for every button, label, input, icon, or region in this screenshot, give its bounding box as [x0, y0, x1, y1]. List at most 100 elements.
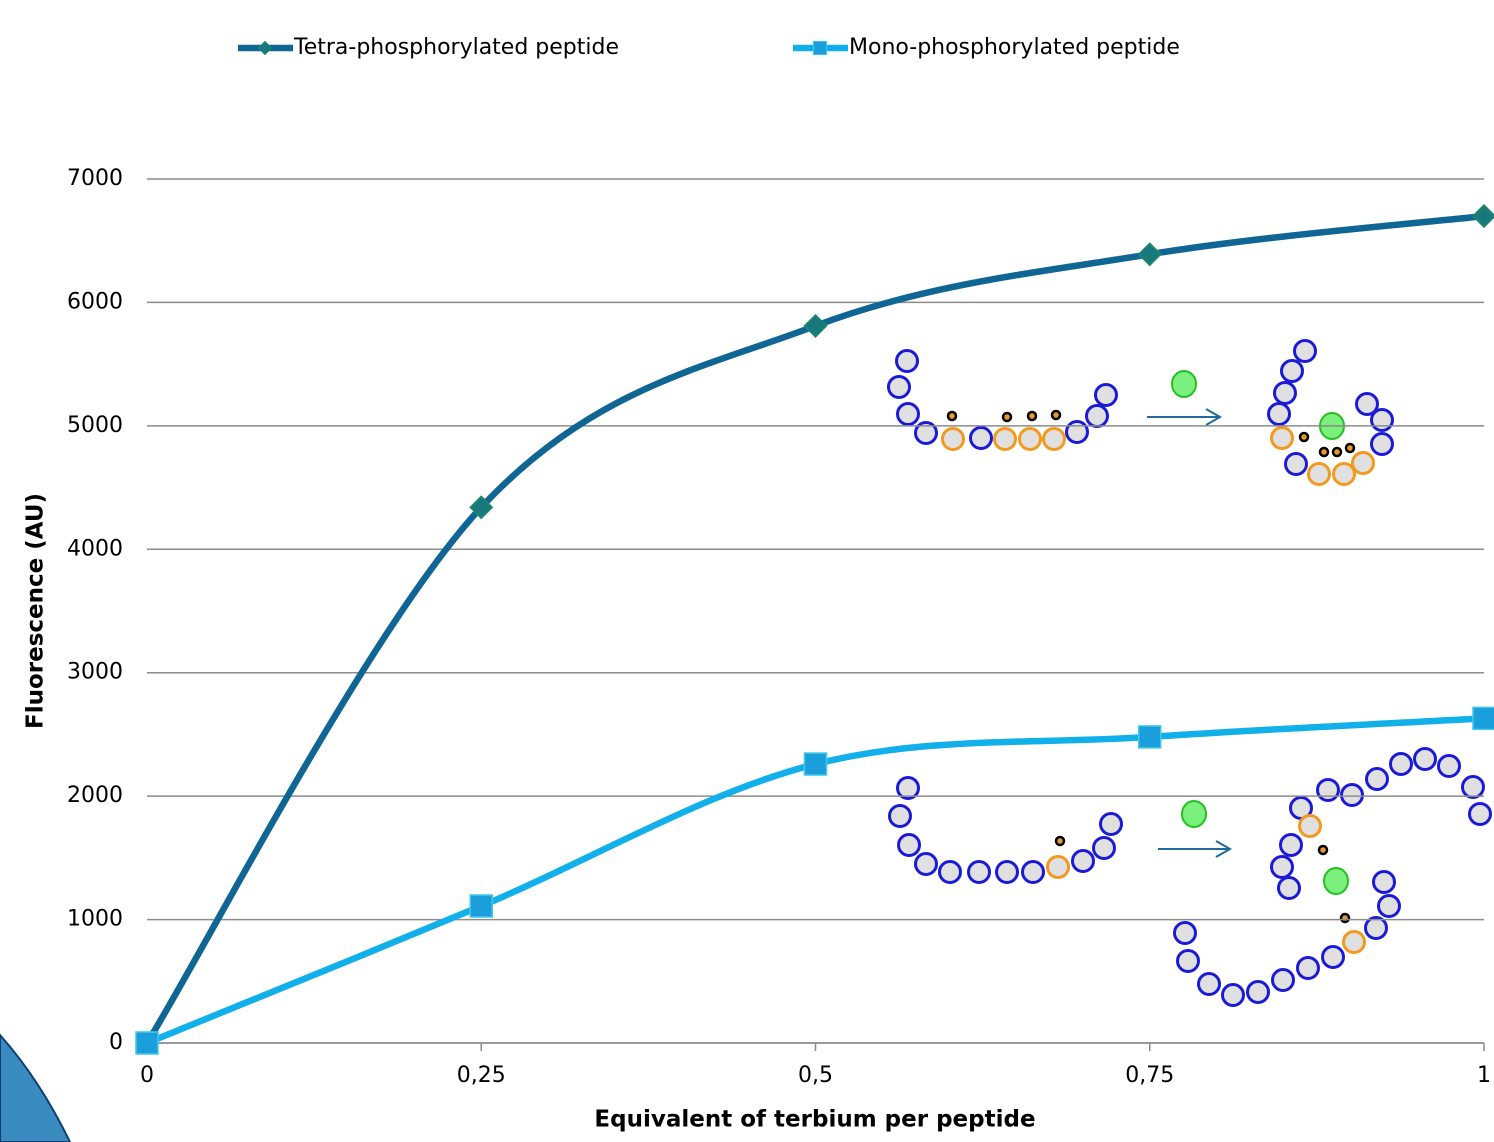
residue	[897, 833, 921, 857]
residue	[1176, 949, 1200, 973]
y-tick-label: 1000	[67, 907, 123, 932]
marker	[803, 313, 828, 338]
phosphate	[1054, 835, 1066, 847]
phosphate	[1026, 410, 1038, 422]
residue	[1342, 930, 1366, 954]
residue	[887, 375, 911, 399]
y-tick-label: 7000	[67, 166, 123, 191]
residue	[1364, 916, 1388, 940]
marker	[1472, 706, 1494, 731]
residue	[1372, 870, 1396, 894]
terbium	[1323, 867, 1349, 895]
residue	[1092, 836, 1116, 860]
residue	[1197, 972, 1221, 996]
residue	[1173, 921, 1197, 945]
residue	[1340, 783, 1364, 807]
residue	[1221, 983, 1245, 1007]
residue	[895, 349, 919, 373]
residue	[1279, 833, 1303, 857]
residue	[1277, 876, 1301, 900]
residue	[1280, 359, 1304, 383]
phosphate	[946, 410, 958, 422]
residue	[1021, 860, 1045, 884]
residue	[1468, 802, 1492, 826]
residue	[1332, 462, 1356, 486]
residue	[967, 860, 991, 884]
marker	[1471, 203, 1494, 229]
x-tick-label: 1	[1477, 1063, 1491, 1088]
y-axis-title: Fluorescence (AU)	[23, 493, 49, 729]
residue	[969, 426, 993, 450]
phosphate	[1339, 912, 1351, 924]
residue	[1065, 420, 1089, 444]
series-line	[144, 212, 1485, 1045]
residue	[1293, 339, 1317, 363]
residue	[896, 402, 920, 426]
phosphate	[1331, 446, 1343, 458]
phosphate	[1317, 844, 1329, 856]
y-tick-label: 4000	[67, 536, 123, 561]
corner-decoration	[0, 1033, 72, 1142]
terbium	[1181, 800, 1207, 828]
residue	[1273, 381, 1297, 405]
x-tick-label: 0,75	[1125, 1063, 1174, 1088]
residue	[896, 776, 920, 800]
arrow-head	[1215, 840, 1233, 858]
x-tick-label: 0	[140, 1063, 154, 1088]
peptide-diagrams	[887, 339, 1492, 1007]
phosphate	[1344, 442, 1356, 454]
residue	[1365, 767, 1389, 791]
phosphate	[1001, 411, 1013, 423]
residue	[1270, 855, 1294, 879]
residue	[941, 427, 965, 451]
residue	[1071, 849, 1095, 873]
residue	[1018, 427, 1042, 451]
phosphate	[1050, 409, 1062, 421]
marker	[803, 752, 828, 776]
legend-label: Tetra-phosphorylated peptide	[293, 35, 619, 60]
residue	[1284, 452, 1308, 476]
y-tick-label: 2000	[67, 783, 123, 808]
x-tick-label: 0,25	[457, 1063, 506, 1088]
residue	[1413, 747, 1437, 771]
phosphate	[1318, 446, 1330, 458]
x-axis-title: Equivalent of terbium per peptide	[594, 1107, 1035, 1133]
marker	[257, 40, 273, 56]
residue	[1370, 408, 1394, 432]
residue	[1355, 392, 1379, 416]
arrow-head	[1205, 408, 1223, 426]
marker	[469, 894, 493, 918]
residue	[1042, 427, 1066, 451]
residue	[914, 421, 938, 445]
marker	[1137, 242, 1162, 267]
residue	[1046, 855, 1070, 879]
residue	[1085, 404, 1109, 428]
terbium	[1171, 370, 1197, 398]
marker	[812, 40, 828, 56]
residue	[1298, 814, 1322, 838]
residue	[888, 804, 912, 828]
residue	[993, 427, 1017, 451]
marker	[469, 495, 494, 520]
legend-label: Mono-phosphorylated peptide	[849, 35, 1180, 60]
residue	[1377, 894, 1401, 918]
residue	[995, 860, 1019, 884]
residue	[1351, 451, 1375, 475]
residue	[1267, 402, 1291, 426]
y-tick-label: 3000	[67, 660, 123, 685]
residue	[1389, 752, 1413, 776]
residue	[1316, 778, 1340, 802]
residue	[914, 852, 938, 876]
residue	[1296, 956, 1320, 980]
y-tick-label: 5000	[67, 413, 123, 438]
marker	[1138, 725, 1162, 749]
y-tick-label: 0	[109, 1030, 123, 1055]
residue	[1246, 980, 1270, 1004]
residue	[1370, 432, 1394, 456]
residue	[1321, 945, 1345, 969]
residue	[1437, 754, 1461, 778]
residue	[1461, 775, 1485, 799]
residue	[1099, 812, 1123, 836]
marker	[135, 1031, 159, 1055]
